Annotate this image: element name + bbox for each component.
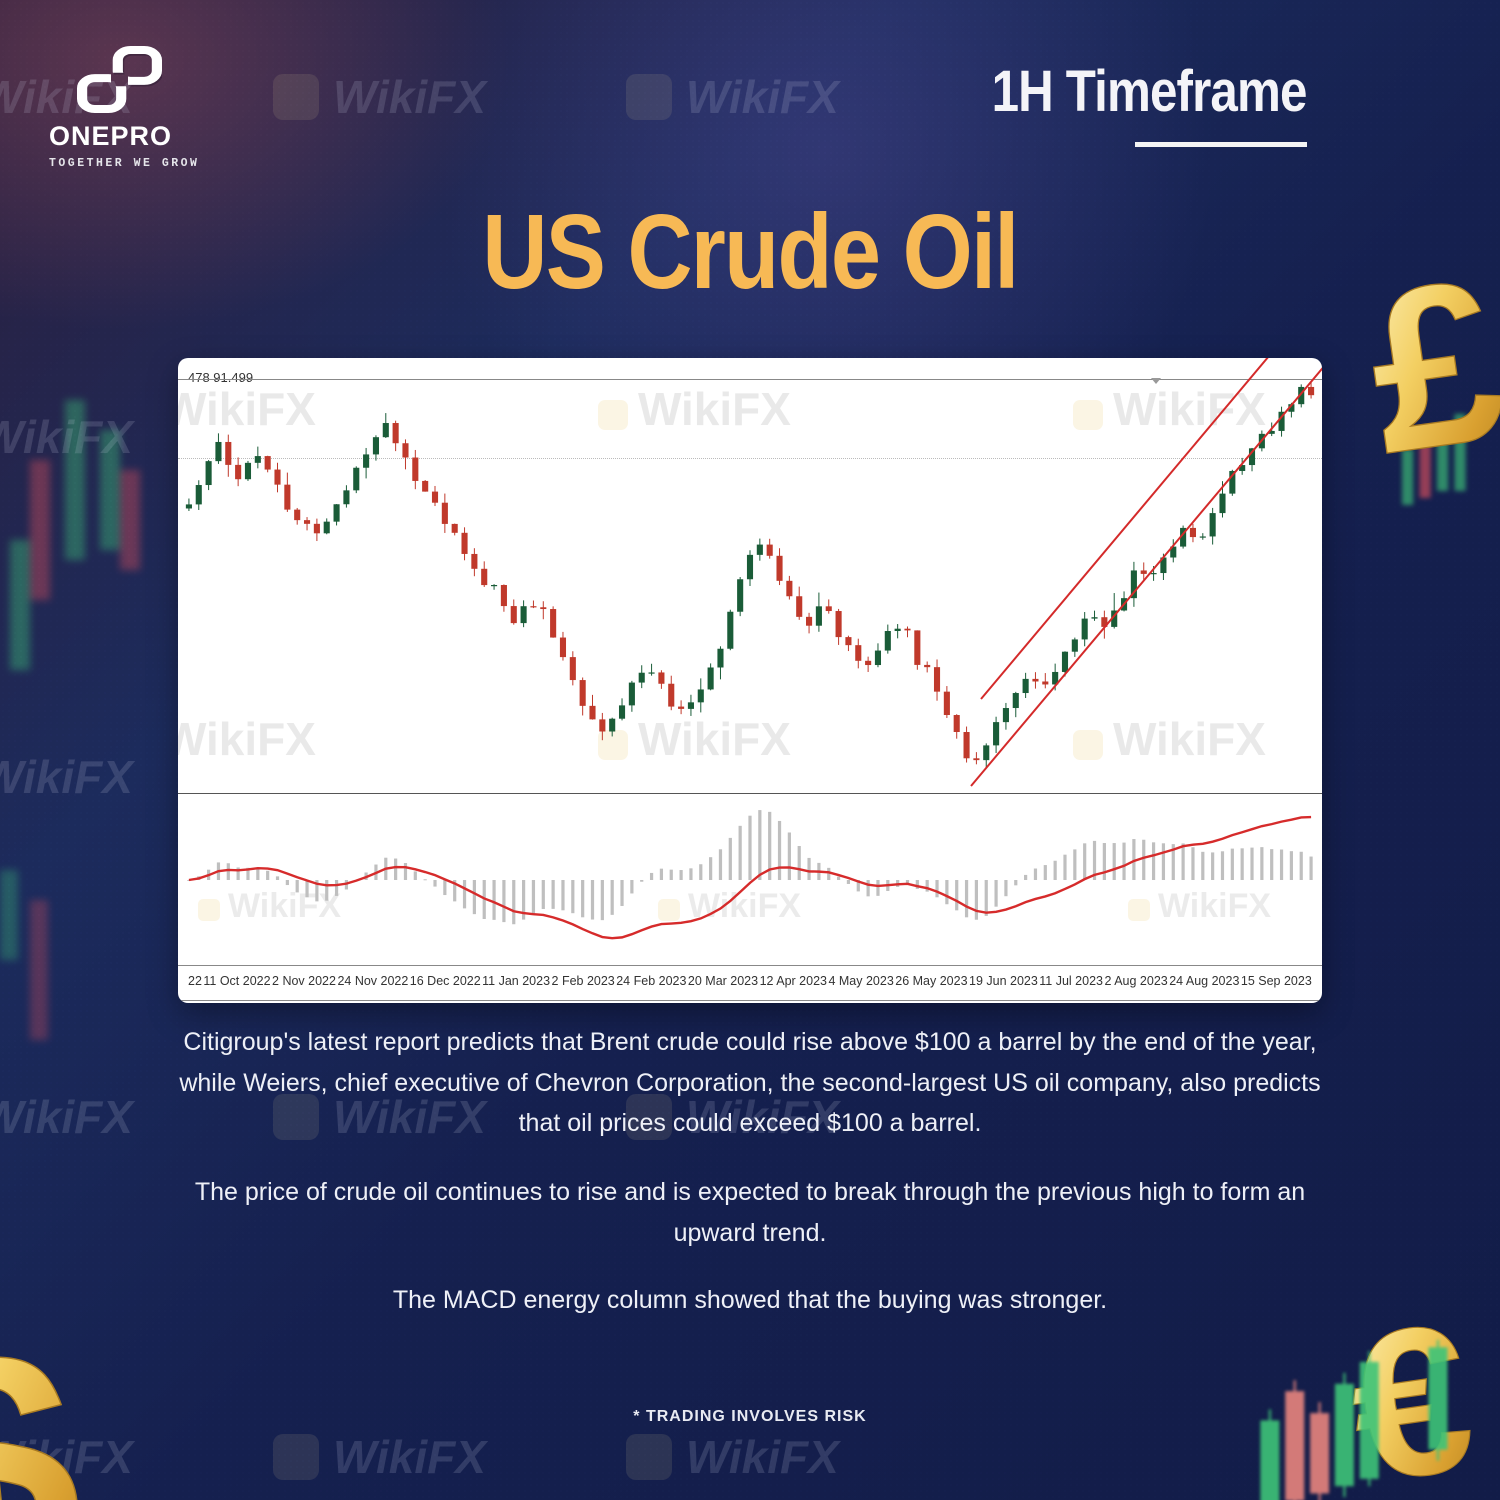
svg-text:£: £ xyxy=(1355,230,1500,502)
